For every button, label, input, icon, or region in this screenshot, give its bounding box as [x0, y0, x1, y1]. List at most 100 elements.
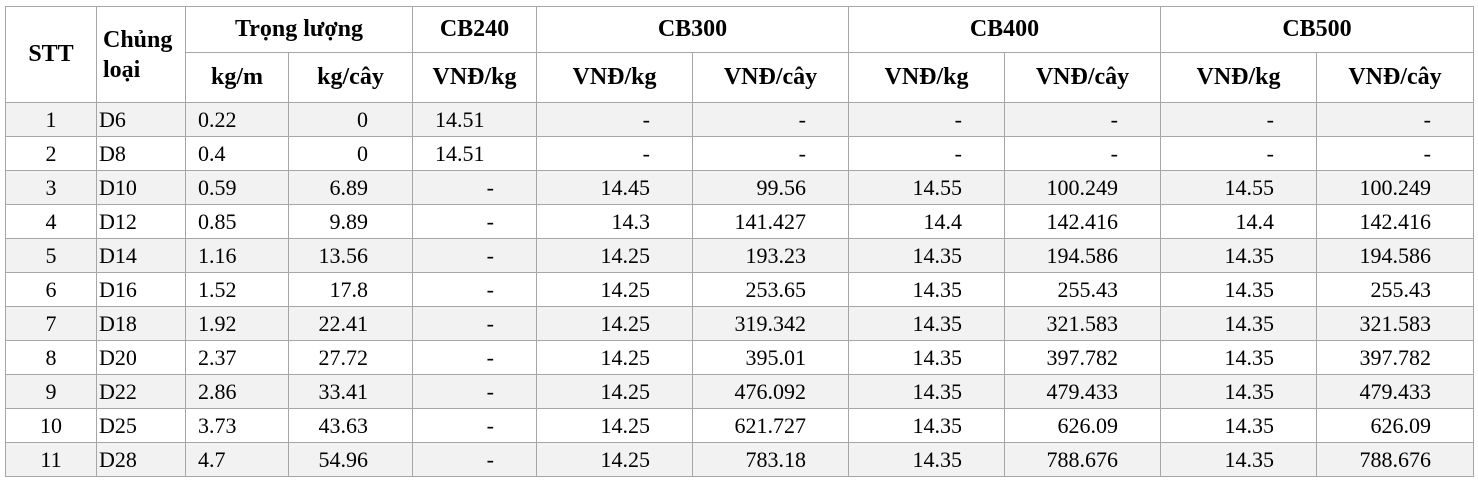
cell-cb400-vnd-cay: 100.249: [1004, 170, 1161, 205]
cell-cb500-vnd-cay: 321.583: [1316, 306, 1474, 341]
table-row: 8 D20 2.37 27.72-14.25 395.01 14.35 397.782 14.…: [5, 340, 1474, 375]
cell-kg-m: 0.22: [185, 102, 289, 137]
table-row: 3 D10 0.59 6.89-14.45 99.56 14.55 100.249 14.55…: [5, 170, 1474, 205]
subheader-cb500-vnd-cay: VNĐ/cây: [1316, 52, 1474, 103]
subheader-kg-m: kg/m: [185, 52, 289, 103]
cell-cb500-vnd-kg: 14.35: [1160, 340, 1317, 375]
table-row: 7 D18 1.92 22.41-14.25 319.342 14.35 321.583 14…: [5, 306, 1474, 341]
cell-cb300-vnd-cay: 395.01: [692, 340, 849, 375]
cell-kg-cay: 43.63: [288, 408, 413, 443]
subheader-cb240-vnd-kg: VNĐ/kg: [412, 52, 537, 103]
cell-cb500-vnd-cay: 255.43: [1316, 272, 1474, 307]
cell-cb400-vnd-kg: 14.35: [848, 238, 1005, 273]
cell-cb400-vnd-cay: -: [1004, 102, 1161, 137]
cell-cb300-vnd-kg: 14.25: [536, 238, 693, 273]
cell-cb300-vnd-cay: 476.092: [692, 374, 849, 409]
cell-cb400-vnd-cay: 321.583: [1004, 306, 1161, 341]
cell-cb300-vnd-cay: 783.18: [692, 442, 849, 477]
cell-cb500-vnd-kg: -: [1160, 102, 1317, 137]
cell-kg-m: 0.4: [185, 136, 289, 171]
cell-kg-m: 1.92: [185, 306, 289, 341]
cell-cb500-vnd-cay: 479.433: [1316, 374, 1474, 409]
header-stt: STT: [5, 6, 97, 103]
cell-cb300-vnd-cay: 193.23: [692, 238, 849, 273]
subheader-cb300-vnd-kg: VNĐ/kg: [536, 52, 693, 103]
cell-cb400-vnd-kg: 14.55: [848, 170, 1005, 205]
cell-cb500-vnd-kg: 14.35: [1160, 238, 1317, 273]
header-cb240: CB240: [412, 6, 537, 53]
cell-cb240-vnd-kg: -: [412, 442, 537, 477]
cell-cb240-vnd-kg: -: [412, 408, 537, 443]
cell-cb500-vnd-cay: 788.676: [1316, 442, 1474, 477]
header-cb500: CB500: [1160, 6, 1474, 53]
cell-stt: 5: [5, 238, 97, 273]
cell-loai: D28: [96, 442, 186, 477]
cell-cb240-vnd-kg: 14.51: [412, 102, 537, 137]
cell-cb500-vnd-kg: 14.55: [1160, 170, 1317, 205]
cell-loai: D14: [96, 238, 186, 273]
cell-cb400-vnd-cay: -: [1004, 136, 1161, 171]
cell-kg-cay: 6.89: [288, 170, 413, 205]
cell-cb500-vnd-kg: 14.35: [1160, 374, 1317, 409]
cell-cb400-vnd-cay: 479.433: [1004, 374, 1161, 409]
cell-loai: D10: [96, 170, 186, 205]
cell-kg-m: 1.16: [185, 238, 289, 273]
cell-cb300-vnd-kg: 14.25: [536, 408, 693, 443]
cell-kg-cay: 9.89: [288, 204, 413, 239]
header-loai: Chủng loại: [96, 6, 186, 103]
cell-cb400-vnd-cay: 788.676: [1004, 442, 1161, 477]
cell-cb500-vnd-cay: -: [1316, 102, 1474, 137]
cell-kg-cay: 22.41: [288, 306, 413, 341]
cell-stt: 8: [5, 340, 97, 375]
cell-cb500-vnd-cay: 194.586: [1316, 238, 1474, 273]
cell-loai: D8: [96, 136, 186, 171]
cell-cb300-vnd-kg: -: [536, 102, 693, 137]
cell-loai: D20: [96, 340, 186, 375]
table-row: 1 D6 0.22 0 14.51- - - - - -: [5, 102, 1474, 137]
cell-cb300-vnd-kg: 14.25: [536, 442, 693, 477]
cell-cb400-vnd-cay: 142.416: [1004, 204, 1161, 239]
table-row: 10 D25 3.73 43.63-14.25 621.727 14.35 626.09 14…: [5, 408, 1474, 443]
cell-cb500-vnd-kg: 14.4: [1160, 204, 1317, 239]
table-body: 1 D6 0.22 0 14.51- - - - - -2 D8 0.4 0 14.51- - - - - -3 D1…: [5, 102, 1474, 477]
cell-cb300-vnd-kg: -: [536, 136, 693, 171]
cell-kg-cay: 13.56: [288, 238, 413, 273]
cell-stt: 1: [5, 102, 97, 137]
table-row: 9 D22 2.86 33.41-14.25 476.092 14.35 479.433 14…: [5, 374, 1474, 409]
cell-cb500-vnd-cay: 142.416: [1316, 204, 1474, 239]
cell-cb300-vnd-cay: 253.65: [692, 272, 849, 307]
cell-stt: 10: [5, 408, 97, 443]
cell-cb400-vnd-kg: -: [848, 136, 1005, 171]
cell-cb240-vnd-kg: -: [412, 306, 537, 341]
cell-cb400-vnd-kg: 14.35: [848, 442, 1005, 477]
table-row: 2 D8 0.4 0 14.51- - - - - -: [5, 136, 1474, 171]
cell-kg-m: 0.85: [185, 204, 289, 239]
cell-stt: 2: [5, 136, 97, 171]
cell-cb400-vnd-cay: 194.586: [1004, 238, 1161, 273]
cell-cb240-vnd-kg: -: [412, 204, 537, 239]
cell-loai: D12: [96, 204, 186, 239]
cell-cb300-vnd-cay: 621.727: [692, 408, 849, 443]
cell-kg-cay: 54.96: [288, 442, 413, 477]
cell-cb500-vnd-kg: 14.35: [1160, 306, 1317, 341]
cell-cb300-vnd-kg: 14.25: [536, 374, 693, 409]
cell-cb500-vnd-cay: 100.249: [1316, 170, 1474, 205]
cell-kg-m: 4.7: [185, 442, 289, 477]
cell-cb400-vnd-kg: 14.35: [848, 272, 1005, 307]
cell-cb300-vnd-kg: 14.45: [536, 170, 693, 205]
cell-cb400-vnd-kg: 14.4: [848, 204, 1005, 239]
cell-stt: 11: [5, 442, 97, 477]
subheader-kg-cay: kg/cây: [288, 52, 413, 103]
cell-cb300-vnd-kg: 14.25: [536, 272, 693, 307]
header-cb300: CB300: [536, 6, 849, 53]
cell-cb500-vnd-kg: 14.35: [1160, 272, 1317, 307]
cell-cb400-vnd-cay: 255.43: [1004, 272, 1161, 307]
cell-cb300-vnd-cay: -: [692, 136, 849, 171]
cell-cb300-vnd-kg: 14.3: [536, 204, 693, 239]
cell-stt: 3: [5, 170, 97, 205]
cell-cb240-vnd-kg: -: [412, 374, 537, 409]
cell-loai: D22: [96, 374, 186, 409]
cell-kg-m: 1.52: [185, 272, 289, 307]
cell-cb300-vnd-cay: 319.342: [692, 306, 849, 341]
cell-cb400-vnd-kg: 14.35: [848, 408, 1005, 443]
